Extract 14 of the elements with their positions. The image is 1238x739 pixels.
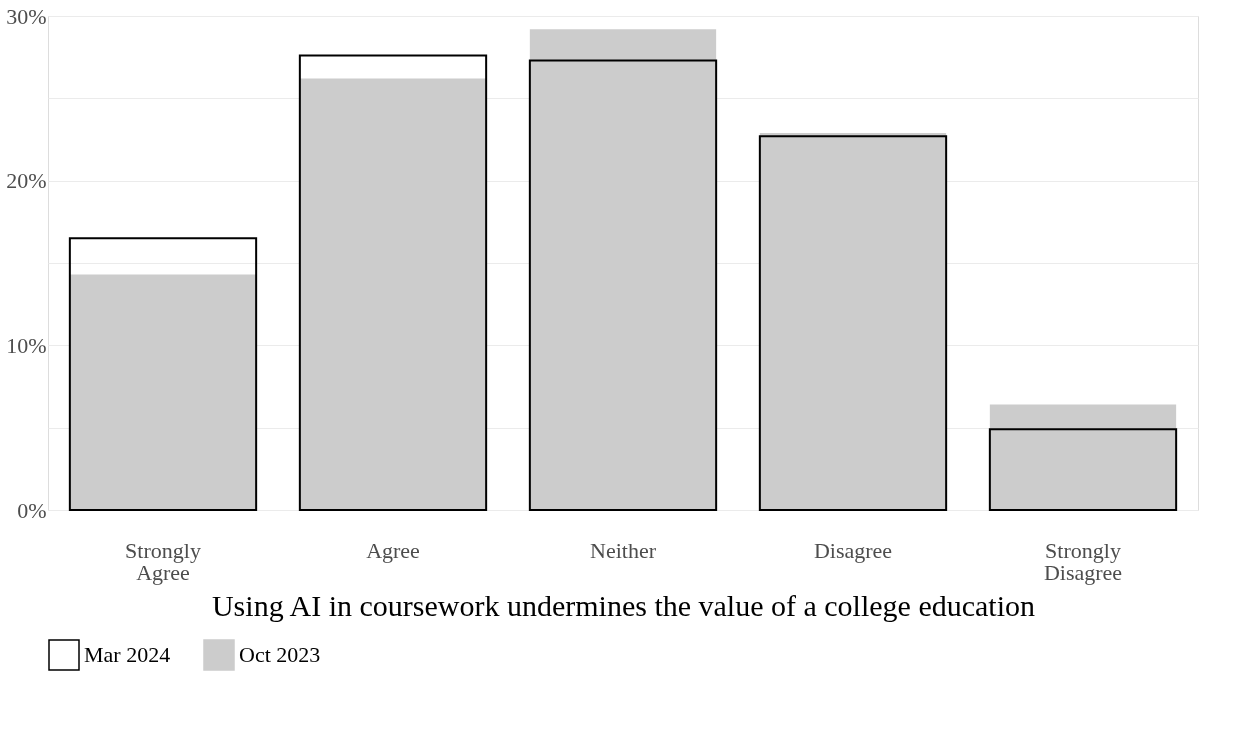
x-tick-label: Disagree xyxy=(813,537,893,563)
x-tick-label: Neither xyxy=(590,537,657,563)
legend-label: Mar 2024 xyxy=(84,642,171,667)
y-tick-label: 30% xyxy=(6,3,47,29)
y-tick-label: 20% xyxy=(6,168,47,194)
x-tick-label: Strongly Disagree xyxy=(1043,537,1123,585)
x-tick-label: Agree xyxy=(366,537,420,563)
bar xyxy=(988,428,1178,511)
y-tick-label: 0% xyxy=(17,497,47,523)
x-tick-label: Strongly Agree xyxy=(125,537,201,585)
legend-label: Oct 2023 xyxy=(239,642,321,667)
x-axis-title: Using AI in coursework undermines the value of a college education xyxy=(211,588,1036,622)
bar xyxy=(989,404,1177,510)
y-tick-label: 10% xyxy=(6,332,47,358)
